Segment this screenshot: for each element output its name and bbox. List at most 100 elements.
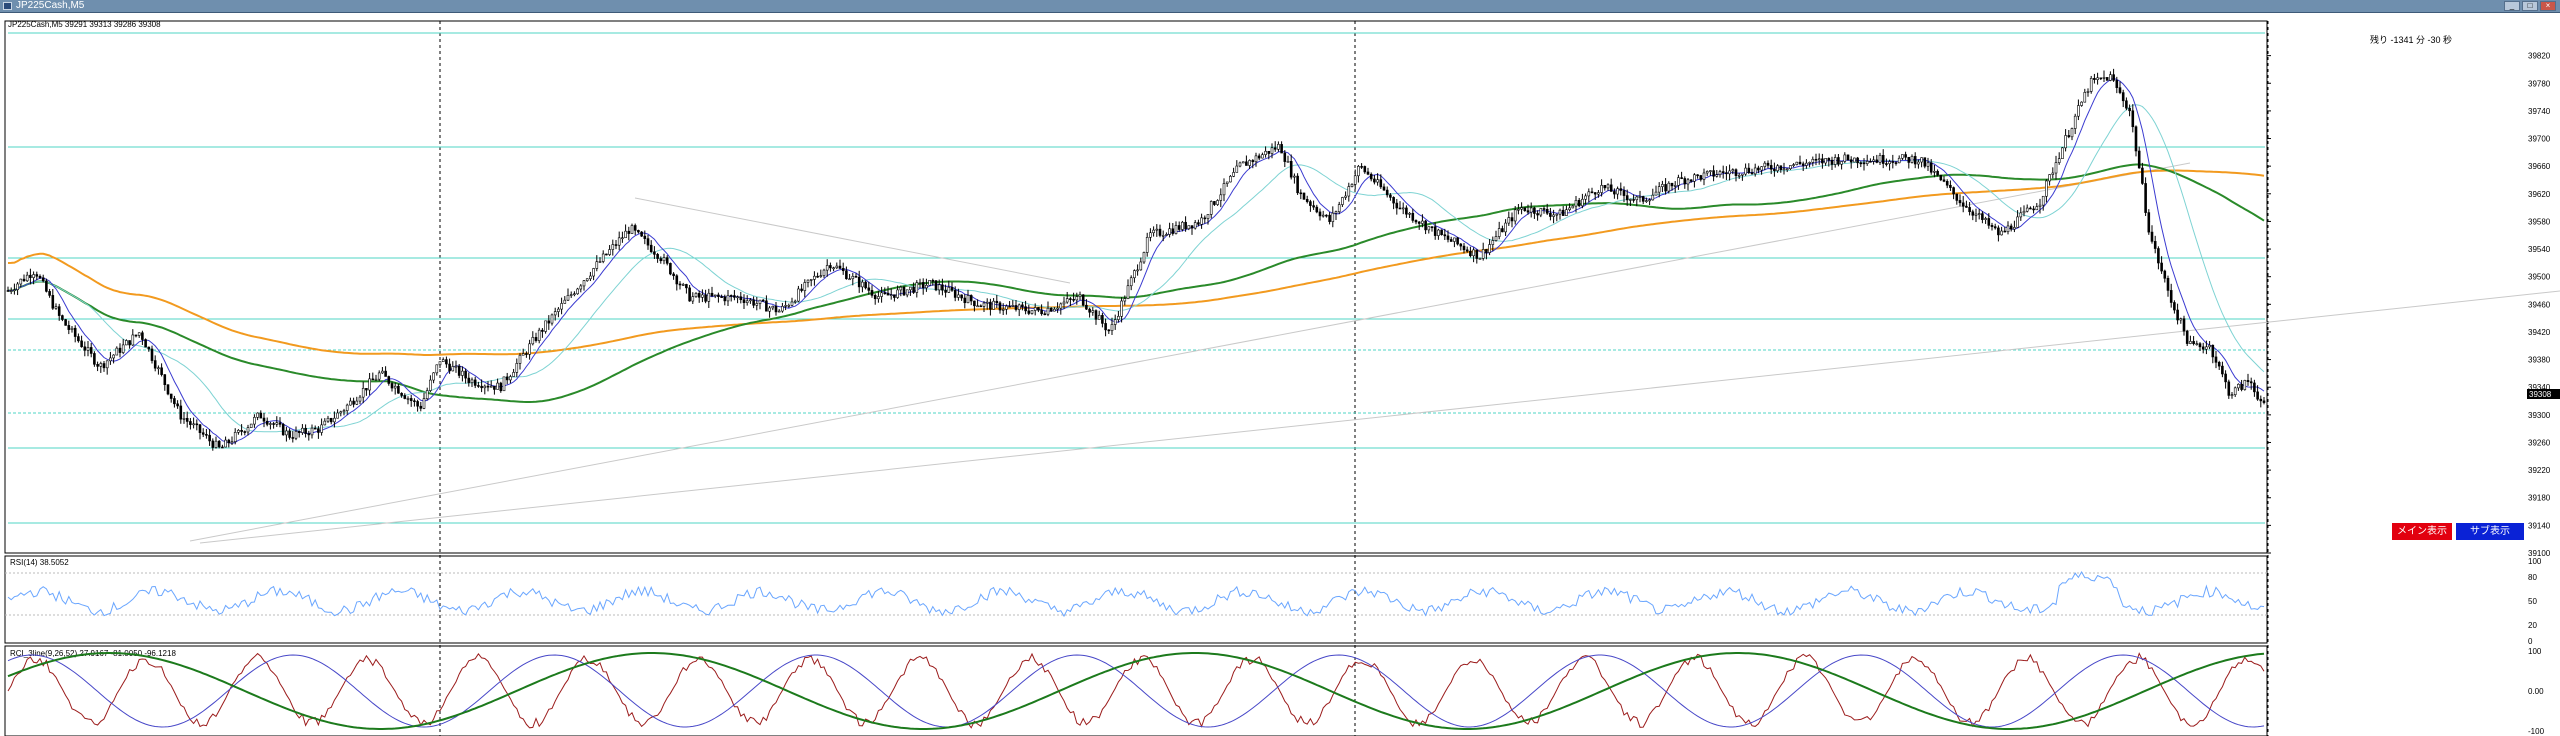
candle-body [569,294,573,296]
price-tick-label: 39820 [2528,52,2551,61]
rsi-tick-label: 20 [2528,621,2537,630]
candle-body [1869,161,1872,163]
candle-body [966,295,970,304]
candle-body [592,268,595,277]
candle-body [509,376,512,381]
candle-body [1971,211,1975,216]
candle-body [1984,218,1987,220]
rci-mid-line [7,654,2265,728]
candle-body [1507,217,1511,224]
candle-body [377,372,381,380]
rsi-line [7,571,2265,618]
candle-body [1225,181,1229,184]
candle-body [1693,174,1696,182]
candle-body [1888,161,1891,165]
candle-body [499,382,503,392]
candle-body [1597,192,1600,195]
candle-body [2144,183,2147,213]
candle-body [1987,218,1991,226]
candle-body [985,301,989,304]
candle-body [1075,296,1079,301]
candle-body [704,294,707,302]
candle-body [1309,201,1312,206]
candle-body [1283,152,1287,162]
candle-body [1373,178,1376,183]
candle-body [1197,222,1200,225]
candle-body [2013,227,2016,230]
candle-body [374,378,378,381]
candle-body [1158,228,1162,236]
minimize-button[interactable]: _ [2504,1,2520,11]
candle-body [758,299,762,304]
candle-body [685,284,688,289]
candle-body [1360,166,1363,168]
candle-body [1401,207,1405,210]
price-tick-label: 39340 [2528,383,2551,392]
candle-body [454,365,458,368]
candle-body [969,295,973,302]
candle-body [1392,197,1395,204]
candle-body [1209,201,1213,215]
candle-body [621,237,624,240]
restore-button[interactable]: □ [2522,1,2538,11]
candle-body [822,269,826,276]
candle-body [2208,344,2211,348]
candle-body [2025,207,2029,212]
candle-body [2141,167,2144,184]
candle-body [51,295,55,309]
candle-body [1149,232,1152,238]
candle-body [816,275,819,278]
candle-body [435,364,439,374]
candle-body [505,376,509,381]
candle-body [1129,277,1133,287]
candle-body [2038,204,2042,207]
candle-body [1465,249,1469,252]
sub-display-button[interactable]: サブ表示 [2456,523,2524,540]
candle-body [848,278,851,281]
candle-body [701,294,704,298]
candle-body [614,244,618,246]
candle-body [1027,310,1031,314]
candle-body [1257,155,1261,159]
candle-body [1798,161,1802,165]
candle-body [1126,285,1130,299]
candle-body [240,429,243,432]
candle-body [141,332,144,340]
candle-body [19,278,23,285]
candle-body [918,282,922,284]
candle-body [637,230,640,233]
candle-body [803,282,807,291]
current-price-badge [2527,389,2560,399]
candle-body [93,353,96,365]
candle-body [2083,92,2087,103]
candle-body [1689,179,1693,182]
candle-body [1328,214,1331,222]
candle-body [1753,167,1757,175]
candle-body [1078,294,1082,297]
candle-body [534,337,538,341]
candle-body [2035,206,2039,211]
candle-body [723,296,727,302]
main-display-button[interactable]: メイン表示 [2392,523,2452,540]
candle-body [80,340,83,348]
close-button[interactable]: × [2540,1,2556,11]
candle-body [1238,162,1242,167]
candle-body [1117,316,1120,320]
candlesticks [6,68,2266,451]
candle-body [1721,171,1725,173]
candle-body [1635,196,1639,201]
candle-body [86,347,90,351]
candle-body [934,280,938,291]
candle-body [390,383,394,389]
candle-body [1120,300,1123,317]
candle-body [880,292,883,297]
candle-body [941,284,944,291]
candle-body [1110,324,1114,332]
candle-body [915,282,919,293]
price-chart[interactable]: JP225Cash,M5 39291 39313 39286 39308 残り … [0,13,2560,736]
candle-body [761,299,765,302]
candle-body [1936,170,1939,176]
candle-body [112,354,115,359]
candle-body [1433,226,1437,236]
candle-body [528,343,531,355]
